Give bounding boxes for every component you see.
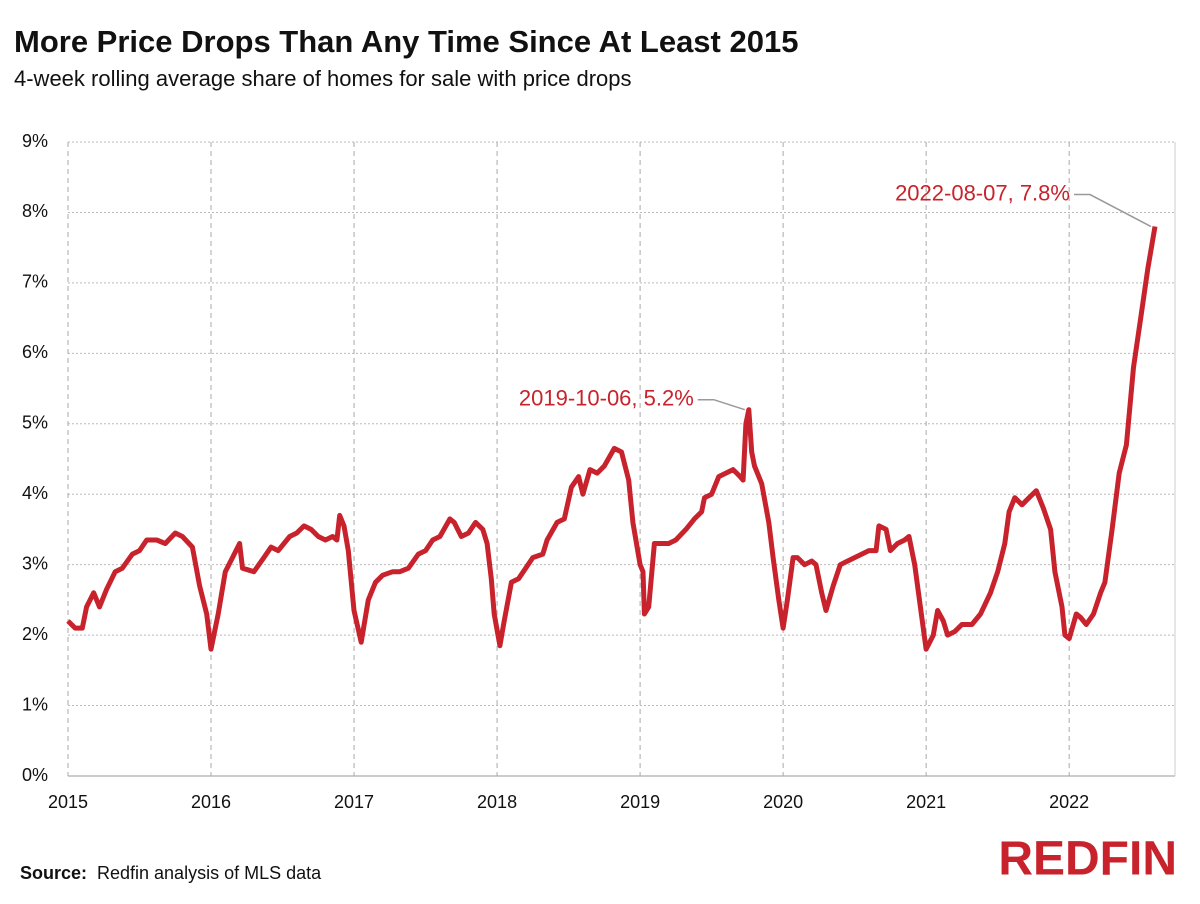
- annotation-label: 2022-08-07, 7.8%: [895, 180, 1070, 205]
- y-tick-label: 6%: [22, 342, 48, 362]
- source-label: Source:: [20, 863, 87, 883]
- y-tick-label: 7%: [22, 272, 48, 292]
- y-tick-label: 3%: [22, 553, 48, 573]
- chart-title: More Price Drops Than Any Time Since At …: [14, 24, 798, 59]
- y-tick-label: 5%: [22, 413, 48, 433]
- annotation-label: 2019-10-06, 5.2%: [519, 386, 694, 411]
- x-tick-label: 2022: [1049, 792, 1089, 812]
- chart-subtitle: 4-week rolling average share of homes fo…: [14, 66, 632, 91]
- y-tick-label: 8%: [22, 201, 48, 221]
- y-tick-label: 0%: [22, 765, 48, 785]
- x-tick-label: 2021: [906, 792, 946, 812]
- y-tick-label: 1%: [22, 694, 48, 714]
- x-tick-label: 2019: [620, 792, 660, 812]
- y-tick-label: 9%: [22, 131, 48, 151]
- x-tick-label: 2015: [48, 792, 88, 812]
- x-tick-label: 2020: [763, 792, 803, 812]
- x-tick-label: 2017: [334, 792, 374, 812]
- data-line: [66, 226, 1158, 652]
- y-tick-label: 4%: [22, 483, 48, 503]
- x-tick-label: 2016: [191, 792, 231, 812]
- logo: REDFIN: [998, 833, 1177, 886]
- x-tick-label: 2018: [477, 792, 517, 812]
- annotation-connector: [1073, 193, 1152, 228]
- annotation-connector: [697, 398, 746, 411]
- y-tick-label: 2%: [22, 624, 48, 644]
- source-text: Redfin analysis of MLS data: [97, 863, 322, 883]
